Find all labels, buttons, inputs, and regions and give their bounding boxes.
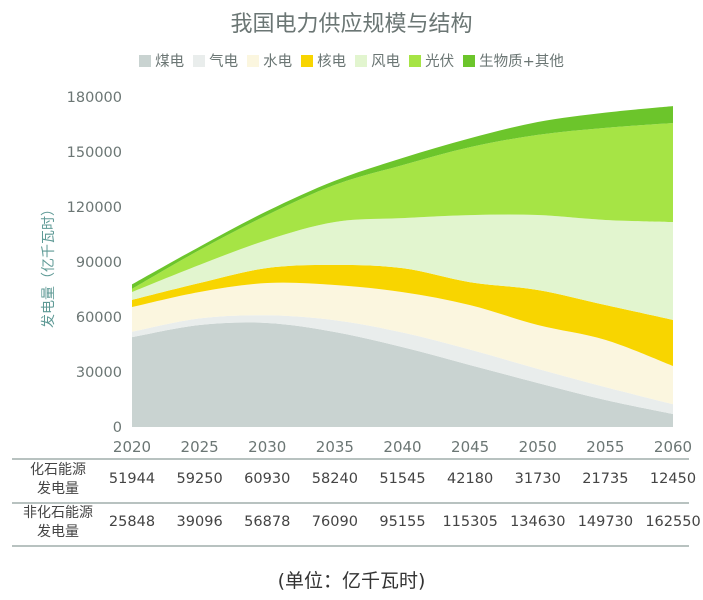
y-tick-label: 90000: [76, 255, 122, 271]
legend-swatch: [463, 54, 476, 67]
legend-item: 水电: [247, 50, 292, 71]
table-cell: 149730: [577, 514, 634, 530]
area-0: [132, 322, 673, 427]
x-tick-label: 2055: [586, 438, 624, 456]
table-divider: [12, 458, 689, 460]
y-tick-label: 150000: [67, 145, 122, 161]
table-cell: 39096: [176, 514, 223, 530]
table-cell: 115305: [442, 514, 498, 530]
y-tick-label: 0: [113, 420, 122, 436]
y-tick-label: 60000: [76, 310, 122, 326]
y-axis-label: 发电量（亿千瓦时）: [41, 202, 57, 328]
x-tick-label: 2030: [248, 438, 286, 456]
x-tick-label: 2020: [113, 438, 151, 456]
x-tick-label: 2025: [181, 438, 219, 456]
table-cell: 31730: [514, 471, 561, 487]
legend-swatch: [355, 54, 368, 67]
legend-label: 气电: [209, 54, 239, 70]
area-3: [132, 264, 673, 366]
x-tick-label: 2060: [654, 438, 692, 456]
chart-title: 我国电力供应规模与结构: [230, 12, 473, 37]
legend-label: 生物质+其他: [479, 54, 564, 70]
table-cell: 12450: [649, 471, 697, 487]
table-divider: [12, 545, 689, 547]
table-cell: 51944: [108, 471, 156, 487]
legend-item: 生物质+其他: [463, 50, 564, 71]
area-1: [132, 315, 673, 414]
legend-swatch: [139, 54, 152, 67]
x-tick-label: 2035: [316, 438, 354, 456]
legend-label: 核电: [317, 54, 347, 70]
legend-item: 风电: [355, 50, 400, 71]
legend-swatch: [247, 54, 260, 67]
legend-label: 水电: [263, 54, 293, 70]
table-cell: 76090: [311, 514, 358, 530]
y-tick-label: 180000: [67, 90, 122, 106]
area-5: [132, 123, 673, 292]
legend-swatch: [193, 54, 206, 67]
row-label: 化石能源 发电量: [30, 462, 86, 497]
table-cell: 162550: [645, 514, 701, 530]
y-tick-label: 120000: [67, 200, 122, 216]
legend-label: 煤电: [155, 54, 185, 70]
legend-item: 光伏: [409, 50, 454, 71]
row-label: 非化石能源 发电量: [23, 505, 93, 540]
legend-item: 气电: [193, 50, 238, 71]
x-tick-label: 2045: [451, 438, 489, 456]
table-cell: 59250: [176, 471, 223, 487]
table-cell: 21735: [582, 471, 629, 487]
area-4: [132, 214, 673, 320]
legend-item: 煤电: [139, 50, 184, 71]
area-6: [132, 106, 673, 289]
table-cell: 58240: [311, 471, 358, 487]
table-cell: 42180: [447, 471, 494, 487]
legend-label: 光伏: [425, 54, 455, 70]
table-cell: 134630: [510, 514, 566, 530]
x-tick-label: 2040: [383, 438, 421, 456]
table-cell: 56878: [244, 514, 291, 530]
table-cell: 95155: [379, 514, 426, 530]
table-cell: 60930: [244, 471, 291, 487]
legend-swatch: [409, 54, 422, 67]
legend-label: 风电: [371, 54, 401, 70]
area-2: [132, 282, 673, 405]
legend-item: 核电: [301, 50, 346, 71]
plot-area: 0 30000 60000 90000 120000 150000 180000 2020 20…: [67, 90, 692, 456]
table-divider: [12, 502, 689, 504]
table-cell: 51545: [379, 471, 426, 487]
x-tick-label: 2050: [519, 438, 557, 456]
legend-swatch: [301, 54, 314, 67]
table-cell: 25848: [108, 514, 156, 530]
y-tick-label: 30000: [76, 365, 122, 381]
legend: 煤电 气电 水电 核电 风电 光伏 生物质+其他: [0, 50, 703, 71]
unit-note: (单位：亿千瓦时): [277, 570, 426, 592]
